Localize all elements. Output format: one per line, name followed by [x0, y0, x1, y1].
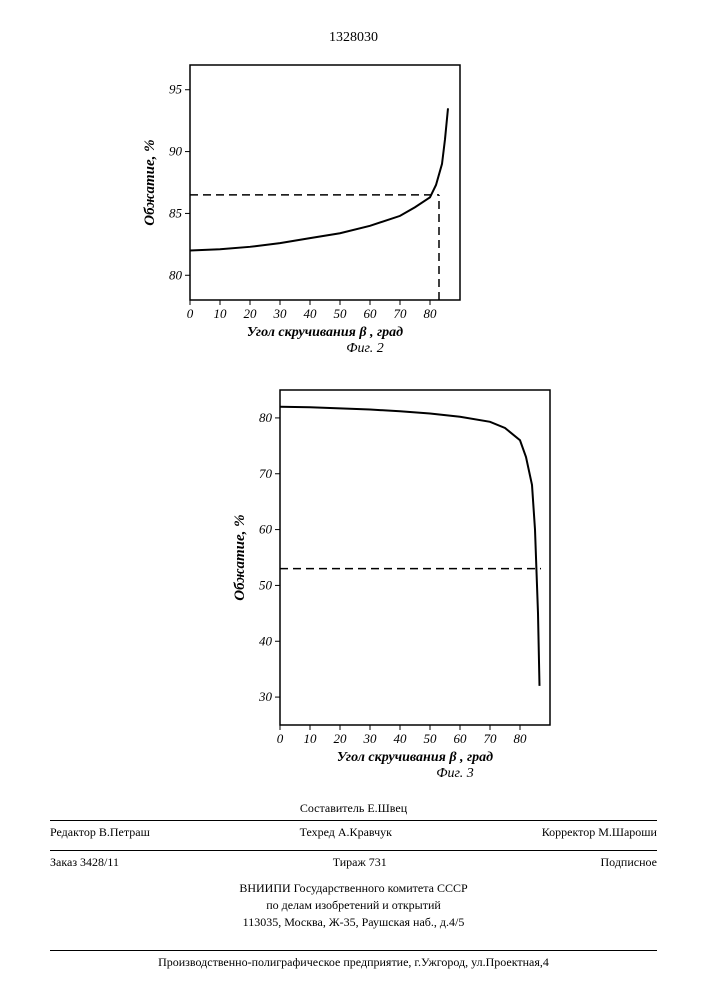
- svg-text:20: 20: [334, 731, 348, 746]
- svg-text:40: 40: [304, 306, 318, 321]
- svg-text:Угол скручивания β , град: Угол скручивания β , град: [337, 750, 493, 765]
- svg-text:60: 60: [454, 731, 468, 746]
- svg-text:10: 10: [304, 731, 318, 746]
- corrector-label: Корректор М.Шароши: [542, 824, 657, 841]
- svg-text:80: 80: [514, 731, 528, 746]
- institution-address: 113035, Москва, Ж-35, Раушская наб., д.4…: [50, 914, 657, 931]
- svg-text:Фиг. 3: Фиг. 3: [436, 766, 474, 780]
- footer-institution: ВНИИПИ Государственного комитета СССР по…: [50, 880, 657, 930]
- svg-text:50: 50: [334, 306, 348, 321]
- page-number: 1328030: [329, 30, 378, 46]
- svg-text:10: 10: [214, 306, 228, 321]
- chart-fig2: 0 10 20 30 40 50 60 70 80 80 85 90 95 Обжатие, % Угол …: [140, 55, 470, 355]
- svg-text:20: 20: [244, 306, 258, 321]
- svg-text:60: 60: [364, 306, 378, 321]
- svg-text:0: 0: [187, 306, 194, 321]
- footer-compiler: Составитель Е.Швец: [50, 800, 657, 817]
- svg-text:Угол скручивания β , град: Угол скручивания β , град: [247, 325, 403, 340]
- svg-text:50: 50: [424, 731, 438, 746]
- svg-text:60: 60: [259, 522, 273, 537]
- svg-text:Фиг. 2: Фиг. 2: [346, 341, 384, 355]
- svg-text:40: 40: [394, 731, 408, 746]
- footer-order-row: Заказ 3428/11 Тираж 731 Подписное: [50, 850, 657, 874]
- tirazh-label: Тираж 731: [333, 854, 387, 871]
- svg-text:Обжатие, %: Обжатие, %: [232, 514, 248, 600]
- svg-text:80: 80: [424, 306, 438, 321]
- order-label: Заказ 3428/11: [50, 854, 119, 871]
- svg-text:85: 85: [169, 205, 183, 220]
- svg-text:70: 70: [484, 731, 498, 746]
- svg-text:Обжатие, %: Обжатие, %: [142, 139, 158, 225]
- svg-text:30: 30: [363, 731, 378, 746]
- editor-label: Редактор В.Петраш: [50, 824, 150, 841]
- svg-text:70: 70: [259, 466, 273, 481]
- svg-text:40: 40: [259, 633, 273, 648]
- techred-label: Техред А.Кравчук: [300, 824, 392, 841]
- svg-text:50: 50: [259, 577, 273, 592]
- footer-print: Производственно-полиграфическое предприя…: [50, 950, 657, 971]
- svg-text:70: 70: [394, 306, 408, 321]
- institution-line1: ВНИИПИ Государственного комитета СССР: [50, 880, 657, 897]
- svg-text:90: 90: [169, 144, 183, 159]
- podpisnoe-label: Подписное: [601, 854, 658, 871]
- svg-text:30: 30: [258, 689, 273, 704]
- svg-text:0: 0: [277, 731, 284, 746]
- institution-line2: по делам изобретений и открытий: [50, 897, 657, 914]
- svg-text:80: 80: [259, 410, 273, 425]
- svg-text:95: 95: [169, 82, 183, 97]
- svg-text:30: 30: [273, 306, 288, 321]
- svg-text:80: 80: [169, 267, 183, 282]
- chart-fig3: 0 10 20 30 40 50 60 70 80 30 40 50 60 70 80 Обжатие, % У…: [230, 380, 560, 780]
- footer-editor-row: Редактор В.Петраш Техред А.Кравчук Корре…: [50, 820, 657, 844]
